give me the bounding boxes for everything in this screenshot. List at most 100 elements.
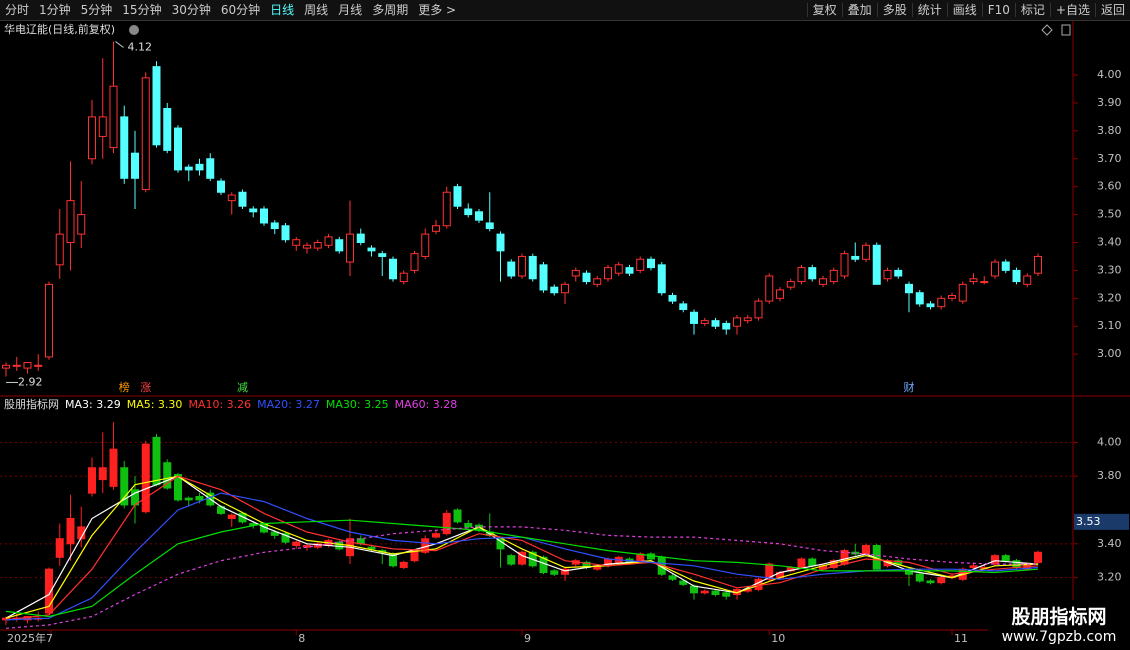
ma-line [5,519,1039,618]
candle-body [797,558,806,568]
candle-body [958,283,967,302]
candle-body [66,517,75,545]
legend-entry: MA10: 3.26 [188,398,252,411]
candle-body [464,523,473,528]
period-tab[interactable]: 周线 [304,3,329,17]
candle-body [141,443,150,513]
candle-body [614,264,623,274]
candle-body [367,247,376,252]
tool-button[interactable]: 叠加 [841,3,877,17]
candle-body [324,236,333,246]
candle-body [120,116,129,179]
candle-body [915,292,924,305]
candle-body [238,512,247,523]
candle-body [700,590,709,594]
tool-button[interactable]: 多股 [876,3,912,17]
current-value: 3.53 [1076,515,1101,528]
period-tab[interactable]: 更多 > [418,3,457,17]
period-tab[interactable]: 分时 [5,3,30,17]
legend-entry: MA60: 3.28 [394,398,458,411]
candle-body [561,568,569,575]
period-tab[interactable]: 月线 [338,3,363,17]
candle-body [625,267,634,274]
high-arrow [115,41,124,48]
candle-body [120,467,129,506]
candle-body [453,509,462,523]
event-marker: 涨 [140,381,151,394]
ma-line [5,526,1038,629]
y-tick-label: 3.80 [1097,124,1122,137]
period-tab[interactable]: 日线 [270,3,295,17]
period-tab[interactable]: 60分钟 [220,3,261,17]
y-tick-label: 3.00 [1097,347,1122,360]
tool-button[interactable]: F10 [981,3,1015,17]
y-tick-label: 3.20 [1097,571,1122,584]
candle-body [905,283,913,294]
current-value-box [1074,513,1129,530]
period-tab[interactable]: 30分钟 [171,3,211,17]
y-tick-label: 3.20 [1097,291,1122,304]
candle-body [593,278,602,285]
candle-body [765,563,774,580]
period-tab[interactable]: 1分钟 [39,3,71,17]
candle-body [303,244,311,249]
candle-body [1034,255,1042,274]
candle-body [722,322,731,330]
tool-buttons: 复权 叠加 多股 统计 画线 F10 标记 +自选 返回 [806,0,1130,20]
candle-body [227,194,236,202]
candle-body [163,108,172,151]
candle-body [346,233,354,263]
tool-button[interactable]: 画线 [946,3,982,17]
candle-body [109,85,118,149]
candle-body [292,239,301,246]
candle-body [883,269,892,280]
candle-body [270,531,279,536]
candle-body [238,191,247,207]
candle-body [561,283,569,294]
candle-body [862,244,870,260]
candle-body [152,436,161,486]
tool-button[interactable]: +自选 [1049,3,1095,17]
y-tick-label: 3.80 [1097,469,1122,482]
candle-body [260,208,268,224]
candle-body [711,320,720,327]
candle-body [604,267,612,280]
candle-body [636,258,645,271]
candle-body [442,512,451,535]
period-tab[interactable]: 5分钟 [80,3,113,17]
tool-button[interactable]: 标记 [1014,3,1050,17]
candle-body [421,233,430,257]
candle-body [926,303,935,308]
candle-body [797,267,806,283]
candle-body [786,281,795,288]
candle-body [23,362,32,369]
candle-body [184,497,193,501]
candle-body [969,565,978,568]
ma-line [5,475,1039,619]
legend-entry: MA30: 3.25 [325,398,389,411]
tool-button[interactable]: 统计 [911,3,947,17]
candle-body [174,127,182,171]
period-tab[interactable]: 15分钟 [122,3,162,17]
tool-button[interactable]: 复权 [806,3,842,17]
tool-button[interactable]: 返回 [1094,3,1130,17]
candle-body [249,208,258,213]
period-tab[interactable]: 多周期 [372,3,409,17]
candle-body [948,295,956,299]
event-marker: 财 [904,380,915,394]
stock-title: 华电辽能(日线,前复权) [4,22,115,36]
candle-body [507,555,516,565]
candle-body [819,278,827,285]
candle-body [518,551,526,565]
x-tick-label: 2025年7 [7,631,53,645]
y-tick-label: 3.40 [1097,537,1122,550]
candle-body [399,272,408,283]
indicator-legend: 股朋指标网 MA3: 3.29 MA5: 3.30 MA10: 3.26 MA20: 3… [4,398,463,412]
y-tick-label: 3.70 [1097,152,1122,165]
panel-icon [1041,24,1053,36]
candle-body [281,533,290,543]
candle-body [1001,261,1010,271]
candle-body [840,253,849,277]
candle-body [1023,275,1032,285]
candle-body [88,116,96,160]
